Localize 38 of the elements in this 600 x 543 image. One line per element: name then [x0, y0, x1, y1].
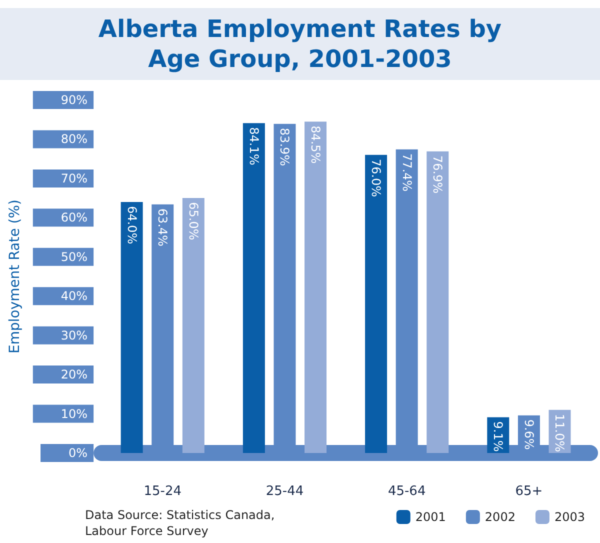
- text: 63.4%: [156, 208, 170, 246]
- y-tick-label: 40%: [60, 289, 88, 304]
- legend-label: 2002: [484, 510, 516, 524]
- y-axis-title: Employment Rate (%): [7, 200, 23, 354]
- text: 65.0%: [186, 202, 200, 240]
- text: 9.6%: [522, 419, 536, 450]
- x-tick-label: 65+: [515, 484, 543, 499]
- bar: [365, 154, 388, 453]
- x-tick-label: 45-64: [388, 484, 426, 499]
- bar: [304, 122, 327, 453]
- x-tick-label: 25-44: [266, 484, 304, 499]
- y-tick-label: 80%: [60, 132, 88, 146]
- text: 76.0%: [369, 158, 384, 198]
- y-tick-label: 50%: [60, 250, 88, 264]
- bar: [426, 151, 449, 453]
- legend-label: 2001: [415, 510, 446, 524]
- text: 83.9%: [278, 128, 292, 166]
- y-tick-label: 60%: [60, 210, 88, 225]
- text: 76.9%: [430, 155, 445, 194]
- y-tick-label: 70%: [60, 171, 88, 186]
- text: 77.4%: [400, 153, 414, 192]
- y-tick-label: 10%: [60, 406, 88, 421]
- text: 9.1%: [491, 421, 506, 452]
- legend-label: 2003: [554, 510, 586, 524]
- y-tick-label: 30%: [60, 328, 88, 342]
- text: 84.5%: [308, 126, 323, 164]
- x-tick-label: 15-24: [144, 484, 182, 499]
- y-tick-label: 90%: [60, 93, 88, 107]
- chart-title: Alberta Employment Rates by Age Group, 2001-2003: [98, 15, 502, 73]
- y-tick-label: 0%: [68, 446, 88, 460]
- y-tick-label: 20%: [60, 368, 88, 382]
- bar: [120, 202, 143, 453]
- bar: [182, 198, 204, 453]
- bar: [242, 123, 265, 453]
- source-note: Data Source: Statistics Canada, Labour Force Survey: [85, 508, 275, 538]
- text: 64.0%: [124, 206, 139, 244]
- text: 11.0%: [552, 414, 567, 452]
- text: 84.1%: [246, 127, 261, 166]
